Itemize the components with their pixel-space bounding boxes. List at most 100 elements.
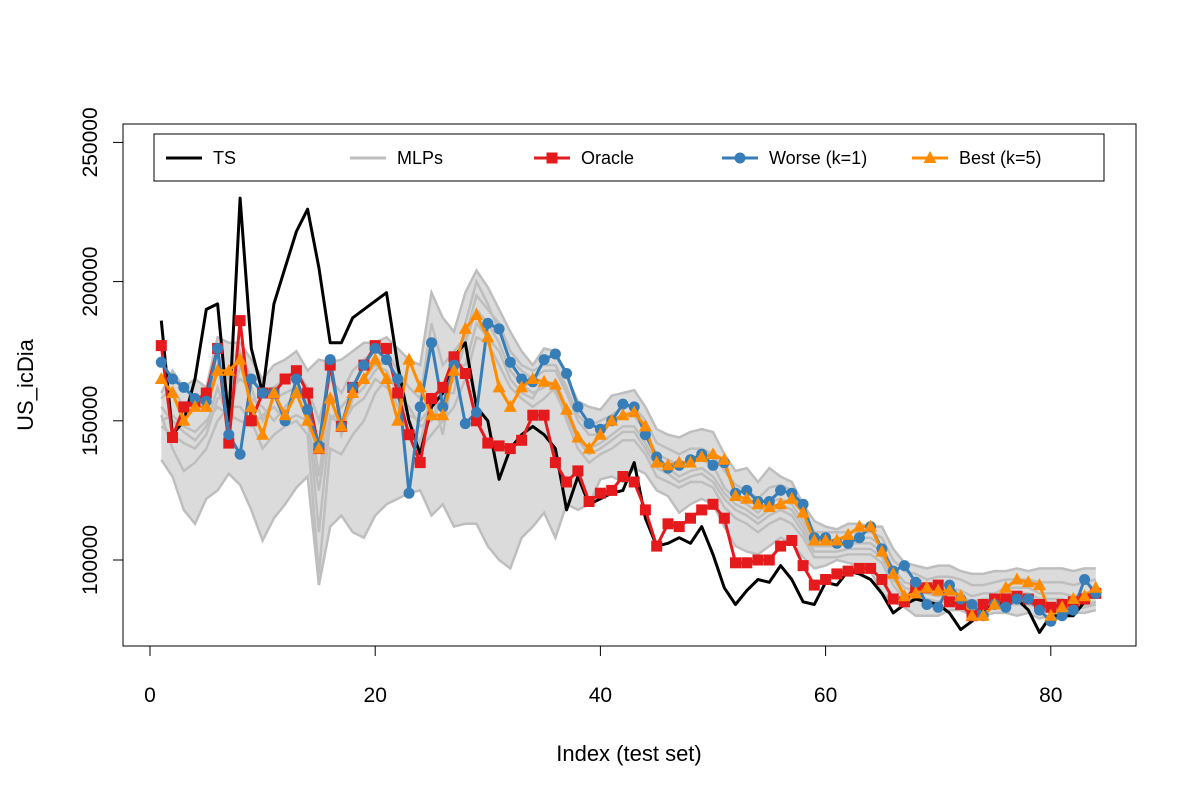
point-oracle	[775, 540, 787, 552]
point-oracle	[651, 540, 663, 552]
point-best-k-5	[661, 458, 675, 471]
point-best-k-5	[988, 597, 1001, 610]
point-worse-k-1	[1056, 610, 1068, 622]
legend: TS MLPs Oracle Worse (k=1) Best (k=5)	[153, 133, 1105, 182]
point-best-k-5	[627, 405, 641, 418]
point-worse-k-1	[245, 373, 257, 385]
point-oracle	[696, 504, 708, 516]
point-best-k-5	[785, 491, 799, 504]
point-worse-k-1	[290, 373, 302, 385]
point-best-k-5	[976, 608, 990, 621]
y-tick-label: 100000	[79, 525, 102, 595]
point-oracle	[876, 574, 888, 585]
point-best-k-5	[391, 413, 405, 426]
legend-label-best-k-5: Best (k=5)	[959, 148, 1042, 168]
point-worse-k-1	[437, 401, 449, 413]
point-best-k-5	[334, 419, 348, 432]
point-best-k-5	[233, 352, 247, 365]
point-best-k-5	[301, 413, 315, 426]
point-best-k-5	[943, 583, 956, 596]
point-best-k-5	[729, 489, 742, 501]
point-best-k-5	[1089, 580, 1103, 593]
legend-marker-worse-k-1	[734, 152, 746, 164]
legend-marker-best-k-5	[923, 151, 937, 163]
point-best-k-5	[380, 372, 393, 384]
point-oracle	[392, 387, 404, 399]
point-oracle	[898, 596, 910, 608]
point-oracle	[426, 393, 437, 404]
point-oracle	[741, 557, 753, 569]
point-worse-k-1	[471, 406, 482, 418]
point-worse-k-1	[549, 348, 561, 360]
point-best-k-5	[211, 363, 225, 376]
point-worse-k-1	[617, 398, 629, 410]
point-worse-k-1	[561, 368, 573, 379]
point-best-k-5	[267, 386, 281, 398]
point-best-k-5	[515, 380, 529, 393]
point-worse-k-1	[583, 418, 595, 430]
point-best-k-5	[481, 330, 495, 343]
point-worse-k-1	[797, 498, 809, 510]
point-best-k-5	[774, 497, 788, 510]
point-worse-k-1	[932, 601, 944, 613]
point-oracle	[155, 340, 167, 352]
point-best-k-5	[413, 380, 427, 393]
point-oracle	[200, 387, 212, 399]
point-best-k-5	[954, 589, 968, 602]
point-worse-k-1	[482, 317, 494, 329]
point-best-k-5	[852, 519, 866, 532]
legend-marker-oracle	[546, 152, 558, 164]
point-best-k-5	[841, 527, 855, 540]
point-best-k-5	[796, 505, 810, 518]
point-best-k-5	[537, 374, 551, 387]
point-worse-k-1	[426, 337, 437, 349]
point-best-k-5	[571, 430, 585, 443]
legend-label-worse-k-1: Worse (k=1)	[769, 148, 867, 168]
point-best-k-5	[695, 450, 709, 462]
point-oracle	[808, 579, 820, 591]
point-worse-k-1	[223, 429, 235, 441]
point-best-k-5	[1066, 592, 1080, 604]
x-axis-title: Index (test set)	[556, 741, 702, 766]
x-axis: 0 20 40 60 80	[144, 645, 1062, 707]
point-best-k-5	[1078, 589, 1092, 602]
point-oracle	[944, 596, 955, 608]
point-worse-k-1	[178, 381, 190, 393]
point-best-k-5	[154, 372, 168, 384]
point-oracle	[437, 381, 449, 393]
point-best-k-5	[526, 372, 540, 384]
point-oracle	[707, 498, 719, 510]
point-best-k-5	[819, 533, 833, 546]
point-best-k-5	[684, 455, 697, 468]
point-best-k-5	[740, 491, 754, 504]
point-worse-k-1	[257, 387, 269, 399]
point-oracle	[538, 409, 550, 421]
legend-label-oracle: Oracle	[581, 148, 634, 168]
point-oracle	[977, 599, 989, 610]
point-best-k-5	[616, 408, 630, 421]
point-worse-k-1	[155, 356, 167, 368]
point-best-k-5	[458, 321, 472, 334]
x-tick-label: 80	[1039, 684, 1062, 707]
point-oracle	[763, 554, 775, 566]
point-worse-k-1	[234, 448, 246, 460]
point-oracle	[853, 562, 865, 574]
point-best-k-5	[638, 419, 652, 432]
point-oracle	[448, 351, 460, 363]
point-best-k-5	[244, 399, 258, 412]
point-best-k-5	[436, 408, 450, 421]
point-best-k-5	[807, 533, 821, 546]
point-worse-k-1	[910, 576, 922, 588]
x-tick-label: 0	[144, 684, 156, 707]
point-best-k-5	[762, 500, 776, 513]
point-worse-k-1	[741, 484, 753, 496]
point-oracle	[493, 440, 505, 452]
point-best-k-5	[548, 377, 562, 390]
point-oracle	[516, 434, 528, 446]
point-best-k-5	[357, 372, 371, 384]
point-worse-k-1	[775, 484, 787, 496]
point-worse-k-1	[189, 393, 201, 404]
point-oracle	[752, 554, 764, 566]
point-oracle	[685, 512, 696, 524]
